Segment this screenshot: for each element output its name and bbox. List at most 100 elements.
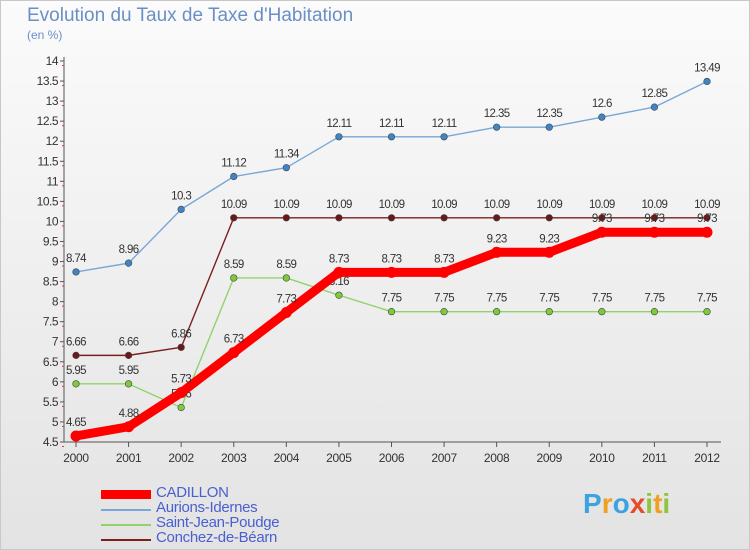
data-label: 12.11 bbox=[379, 118, 404, 130]
data-point bbox=[177, 205, 185, 213]
logo-letter: i bbox=[645, 488, 654, 519]
data-point bbox=[648, 226, 660, 238]
series-cadillon: 4.65 4.88 5.73 6.73 7.73 8.73 8.73 8.73 9.23 9.23… bbox=[66, 213, 718, 442]
data-label: 6.86 bbox=[171, 328, 191, 340]
data-point bbox=[596, 226, 608, 238]
data-label: 12.11 bbox=[326, 118, 351, 130]
data-label: 8.73 bbox=[434, 253, 454, 265]
x-tick-label: 2002 bbox=[168, 451, 194, 465]
data-label: 5.73 bbox=[171, 374, 191, 386]
data-label: 7.75 bbox=[644, 293, 664, 305]
data-point bbox=[280, 306, 292, 318]
data-label: 10.3 bbox=[171, 190, 191, 202]
x-tick-label: 2008 bbox=[484, 451, 510, 465]
series-line bbox=[75, 80, 708, 273]
data-point bbox=[493, 214, 501, 222]
data-label: 10.09 bbox=[536, 199, 562, 211]
logo-letter: i bbox=[662, 488, 671, 519]
data-label: 10.09 bbox=[326, 199, 352, 211]
x-tick-label: 2006 bbox=[379, 451, 405, 465]
data-label: 7.75 bbox=[487, 293, 507, 305]
y-tick-label: 10 bbox=[46, 214, 59, 228]
data-label: 8.59 bbox=[276, 259, 296, 271]
legend-label: Saint-Jean-Poudge bbox=[156, 514, 280, 531]
data-label: 10.09 bbox=[694, 199, 720, 211]
data-label: 12.11 bbox=[432, 118, 457, 130]
data-label: 12.35 bbox=[484, 108, 510, 120]
data-point bbox=[72, 351, 80, 359]
data-point bbox=[72, 380, 80, 388]
y-tick-label: 12.5 bbox=[37, 114, 59, 128]
data-point bbox=[440, 133, 448, 141]
data-point bbox=[175, 387, 187, 399]
data-point bbox=[282, 274, 290, 282]
data-point bbox=[124, 380, 133, 388]
y-tick-label: 11.5 bbox=[38, 154, 59, 168]
data-label: 10.09 bbox=[221, 199, 247, 211]
series-aurions-idernes: 8.74 8.96 10.3 11.12 11.34 12.11 12.11 12.11 12.… bbox=[66, 62, 721, 276]
data-label: 10.09 bbox=[431, 199, 457, 211]
y-tick-label: 8 bbox=[52, 295, 59, 309]
x-tick-label: 2009 bbox=[537, 451, 563, 465]
data-label: 7.75 bbox=[592, 293, 612, 305]
data-point bbox=[335, 291, 343, 299]
x-tick-label: 2012 bbox=[694, 451, 720, 465]
legend-label: Conchez-de-Béarn bbox=[156, 529, 278, 546]
logo-letter: x bbox=[629, 488, 646, 519]
y-tick-label: 4.5 bbox=[43, 435, 59, 449]
data-label: 8.59 bbox=[224, 259, 244, 271]
data-point bbox=[333, 266, 345, 278]
y-tick-label: 12 bbox=[46, 134, 59, 148]
data-point bbox=[72, 268, 80, 276]
legend-swatch bbox=[101, 490, 151, 499]
data-point bbox=[545, 308, 553, 316]
data-label: 5.95 bbox=[66, 365, 86, 377]
data-label: 11.34 bbox=[274, 149, 300, 161]
data-label: 12.85 bbox=[642, 88, 668, 100]
data-label: 12.6 bbox=[592, 98, 612, 110]
data-point bbox=[335, 214, 343, 222]
data-point bbox=[650, 308, 659, 316]
data-point bbox=[177, 403, 185, 412]
data-label: 4.65 bbox=[66, 417, 86, 429]
data-point bbox=[703, 214, 711, 222]
x-tick-label: 2001 bbox=[116, 451, 142, 465]
y-tick-label: 13 bbox=[46, 94, 59, 108]
y-tick-label: 14 bbox=[46, 54, 59, 68]
data-label: 10.09 bbox=[484, 199, 510, 211]
data-point bbox=[650, 214, 659, 222]
data-label: 7.73 bbox=[276, 293, 296, 305]
data-label: 10.09 bbox=[379, 199, 405, 211]
data-label: 6.73 bbox=[224, 334, 244, 346]
y-tick-label: 6 bbox=[52, 375, 59, 389]
x-tick-label: 2000 bbox=[63, 451, 89, 465]
data-point bbox=[230, 214, 238, 222]
logo-letter: r bbox=[601, 488, 613, 519]
data-label: 8.96 bbox=[119, 244, 139, 256]
chart-subtitle: (en %) bbox=[27, 28, 63, 42]
data-point bbox=[493, 308, 501, 316]
data-point bbox=[386, 266, 397, 278]
logo-letter: o bbox=[612, 488, 630, 519]
data-label: 8.73 bbox=[382, 253, 402, 265]
data-label: 8.73 bbox=[329, 253, 349, 265]
data-point bbox=[230, 274, 238, 282]
data-point bbox=[70, 430, 82, 442]
data-label: 9.73 bbox=[644, 213, 664, 225]
legend-swatch bbox=[101, 509, 151, 511]
data-point bbox=[124, 351, 133, 359]
y-tick-label: 11 bbox=[47, 174, 59, 188]
data-label: 4.88 bbox=[119, 408, 139, 420]
data-label: 7.75 bbox=[434, 293, 454, 305]
data-point bbox=[387, 214, 396, 222]
data-point bbox=[545, 214, 553, 222]
chart-title: Evolution du Taux de Taxe d'Habitation bbox=[27, 5, 354, 26]
data-label: 10.09 bbox=[642, 199, 668, 211]
data-point bbox=[650, 103, 659, 111]
data-label: 13.49 bbox=[694, 62, 720, 74]
data-label: 12.35 bbox=[536, 108, 562, 120]
y-tick-label: 7.5 bbox=[43, 315, 59, 329]
x-tick-label: 2007 bbox=[431, 451, 457, 465]
y-tick-label: 8.5 bbox=[43, 275, 59, 289]
data-point bbox=[282, 164, 290, 172]
